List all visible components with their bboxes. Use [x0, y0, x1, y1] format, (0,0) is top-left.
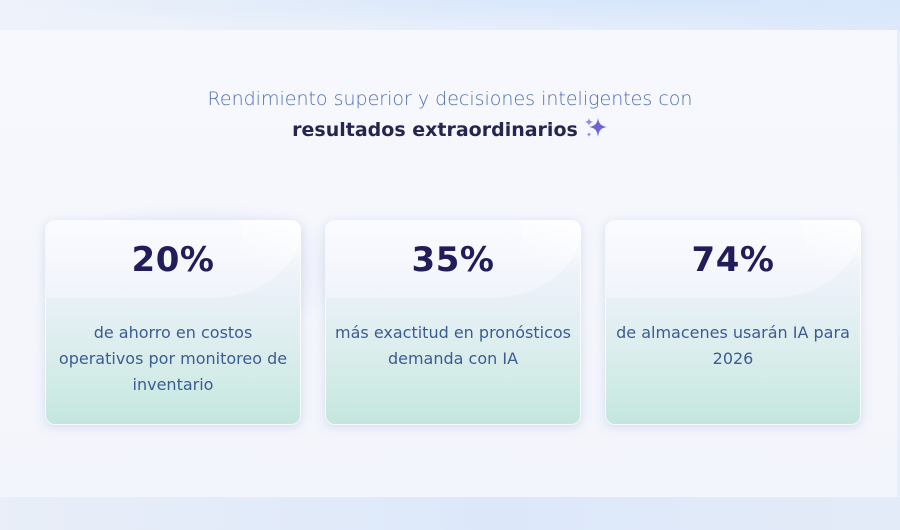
- stat-card-3: 74% de almacenes usarán IA para 2026: [605, 220, 861, 425]
- stat-card-1: 20% de ahorro en costos operativos por m…: [45, 220, 301, 425]
- stat-value: 74%: [691, 240, 775, 280]
- headline-line-2: resultados extraordinarios: [292, 119, 578, 141]
- headline: Rendimiento superior y decisiones inteli…: [0, 84, 900, 149]
- sparkle-icon: [584, 117, 608, 149]
- stat-description: de ahorro en costos operativos por monit…: [58, 323, 288, 394]
- top-background-band: [0, 0, 900, 30]
- headline-line-1: Rendimiento superior y decisiones inteli…: [207, 88, 693, 110]
- stat-description: de almacenes usarán IA para 2026: [616, 323, 850, 368]
- stat-description: más exactitud en pronósticos demanda con…: [335, 323, 571, 368]
- stat-value: 20%: [131, 240, 215, 280]
- bottom-background-band: [0, 497, 900, 530]
- stat-value: 35%: [411, 240, 495, 280]
- stat-card-2: 35% más exactitud en pronósticos demanda…: [325, 220, 581, 425]
